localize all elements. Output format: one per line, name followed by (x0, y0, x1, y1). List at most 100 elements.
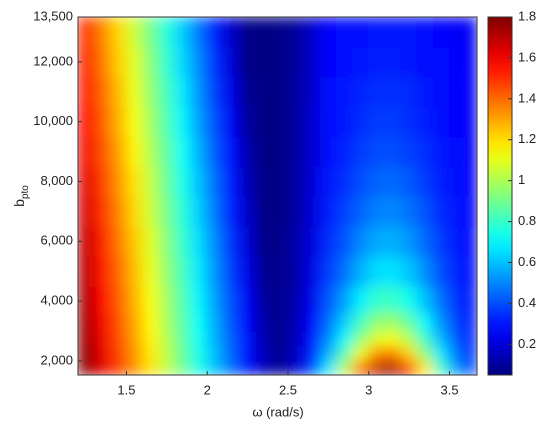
contour-cell (335, 166, 354, 197)
contour-cell (255, 311, 273, 332)
contour-cell (400, 46, 418, 78)
contour-cell (158, 17, 176, 48)
contour-cell (319, 136, 337, 168)
contour-cell (368, 17, 386, 48)
contour-cell (400, 166, 418, 197)
contour-cell (174, 136, 192, 168)
contour-cell (93, 166, 111, 197)
contour-cell (174, 360, 192, 375)
contour-cell (335, 46, 354, 78)
contour-cell (158, 136, 176, 168)
y-tick-label: 8,000 (40, 173, 73, 188)
contour-cell (416, 225, 434, 257)
contour-cell (109, 136, 127, 168)
contour-cell (432, 46, 451, 78)
contour-cell (368, 166, 386, 197)
contour-cell (206, 311, 224, 332)
contour-cell (384, 166, 402, 197)
contour-cell (78, 46, 95, 78)
contour-cell (400, 330, 418, 347)
contour-cell (465, 285, 477, 313)
contour-cell (368, 136, 386, 168)
contour-cell (368, 285, 386, 313)
contour-cell (174, 255, 192, 287)
contour-cell (93, 311, 111, 332)
contour-cell (400, 285, 418, 313)
contour-cell (352, 195, 370, 227)
contour-cell (109, 195, 127, 227)
contour-cell (400, 255, 418, 287)
contour-cell (400, 106, 418, 138)
contour-cell (109, 166, 127, 197)
contour-cell (109, 285, 127, 313)
contour-cell (239, 195, 257, 227)
contour-cell (432, 255, 451, 287)
contour-cell (174, 225, 192, 257)
contour-cell (465, 76, 477, 108)
contour-cell (125, 360, 144, 375)
contour-cell (158, 285, 176, 313)
contour-cell (190, 76, 208, 108)
y-tick-label: 2,000 (40, 352, 73, 367)
contour-cell (319, 285, 337, 313)
contour-cell (287, 285, 305, 313)
contour-cell (287, 76, 305, 108)
contour-cell (142, 106, 160, 138)
colorbar-tick-label: 0.2 (518, 336, 536, 351)
contour-cell (206, 106, 224, 138)
contour-cell (125, 330, 144, 347)
contour-cell (239, 225, 257, 257)
contour-cell (400, 311, 418, 332)
contour-cell (449, 17, 467, 48)
contour-cell (352, 76, 370, 108)
contour-cell (239, 255, 257, 287)
contour-cell (384, 330, 402, 347)
contour-cell (352, 17, 370, 48)
contour-cell (93, 195, 111, 227)
contour-cell (287, 225, 305, 257)
contour-cell (158, 106, 176, 138)
x-tick-label: 1.5 (117, 382, 135, 397)
contour-cell (465, 345, 477, 362)
contour-cell (384, 17, 402, 48)
contour-cell (352, 345, 370, 362)
contour-cell (142, 345, 160, 362)
contour-cell (158, 46, 176, 78)
contour-cell (222, 255, 241, 287)
contour-cell (352, 360, 370, 375)
contour-cell (222, 225, 241, 257)
contour-cell (206, 225, 224, 257)
contour-cell (287, 136, 305, 168)
contour-cell (190, 46, 208, 78)
contour-cell (287, 46, 305, 78)
contour-cell (400, 345, 418, 362)
contour-cell (222, 166, 241, 197)
y-axis-label: bpto (11, 185, 31, 207)
contour-cell (206, 255, 224, 287)
contour-cell (303, 345, 321, 362)
contour-cell (158, 345, 176, 362)
colorbar-tick-label: 0.6 (518, 254, 536, 269)
contour-cell (222, 330, 241, 347)
contour-cell (109, 17, 127, 48)
contour-cell (465, 17, 477, 48)
contour-cell (78, 17, 95, 48)
contour-cell (416, 46, 434, 78)
contour-cell (142, 166, 160, 197)
contour-cell (125, 345, 144, 362)
contour-cell (93, 17, 111, 48)
contour-cell (109, 311, 127, 332)
contour-cell (352, 46, 370, 78)
contour-cell (158, 225, 176, 257)
contour-cell (352, 255, 370, 287)
contour-cell (449, 345, 467, 362)
contour-cell (271, 360, 289, 375)
colorbar-tick-label: 1.8 (518, 8, 536, 23)
contour-cell (432, 285, 451, 313)
contour-cell (319, 195, 337, 227)
contour-cell (319, 345, 337, 362)
contour-cell (239, 136, 257, 168)
colorbar-tick-label: 1.4 (518, 90, 536, 105)
contour-cell (368, 330, 386, 347)
colorbar (487, 16, 513, 376)
